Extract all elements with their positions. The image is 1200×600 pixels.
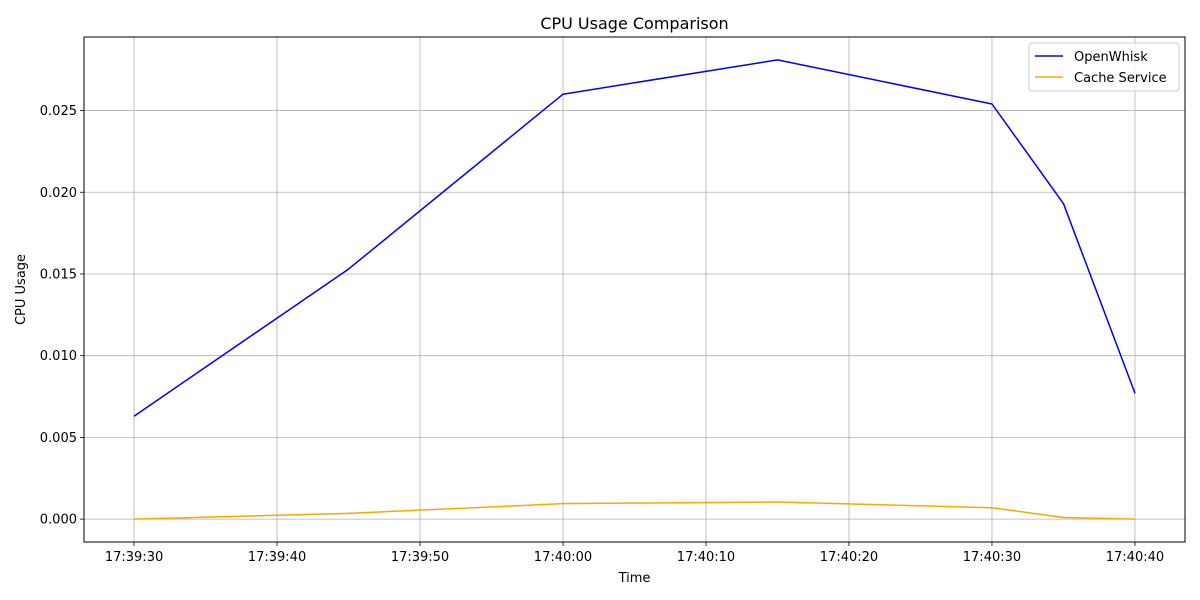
- x-axis: 17:39:30 17:39:40 17:39:50 17:40:00 17:40:10…: [105, 542, 1164, 565]
- x-tick-label: 17:40:30: [963, 550, 1021, 565]
- series-line-cache-service: [133, 501, 1136, 520]
- legend-label-openwhisk: OpenWhisk: [1074, 50, 1148, 65]
- y-axis-label: CPU Usage: [14, 254, 29, 325]
- y-tick-label: 0.000: [40, 513, 77, 528]
- y-tick-label: 0.020: [40, 186, 77, 201]
- y-axis: 0.000 0.005 0.010 0.015 0.020 0.025: [40, 104, 84, 528]
- legend: OpenWhisk Cache Service: [1028, 42, 1180, 92]
- x-axis-label: Time: [618, 571, 651, 586]
- y-tick-label: 0.010: [40, 349, 77, 364]
- legend-box: [1028, 42, 1180, 92]
- legend-label-cache-service: Cache Service: [1074, 71, 1167, 86]
- x-tick-label: 17:39:40: [248, 550, 306, 565]
- chart-title: CPU Usage Comparison: [540, 14, 728, 33]
- y-tick-label: 0.015: [40, 267, 77, 282]
- x-tick-label: 17:39:50: [391, 550, 449, 565]
- series-line-openwhisk: [133, 59, 1136, 417]
- plot-frame: [83, 36, 1186, 543]
- x-tick-label: 17:40:40: [1106, 550, 1164, 565]
- x-tick-label: 17:40:00: [534, 550, 592, 565]
- x-tick-label: 17:40:10: [677, 550, 735, 565]
- y-tick-label: 0.025: [40, 104, 77, 119]
- y-tick-label: 0.005: [40, 431, 77, 446]
- x-tick-label: 17:39:30: [105, 550, 163, 565]
- x-tick-label: 17:40:20: [820, 550, 878, 565]
- series-layer: [133, 59, 1136, 520]
- grid: [84, 37, 1185, 542]
